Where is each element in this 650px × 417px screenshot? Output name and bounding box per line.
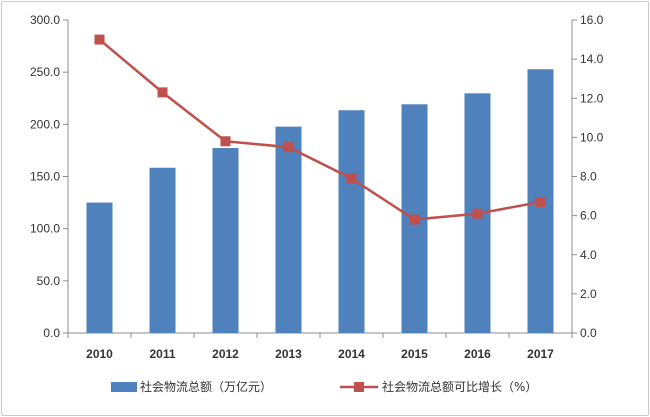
left-tick-label: 50.0 — [37, 274, 61, 288]
legend-swatch-marker — [354, 382, 364, 392]
right-tick-label: 0.0 — [580, 326, 597, 340]
axes: 0.0 50.0 100.0 150.0 200.0 250.0 300.0 0.0 2.0 4.… — [30, 13, 604, 361]
x-tick-label: 2016 — [464, 347, 491, 361]
left-tick-label: 100.0 — [30, 222, 60, 236]
x-tick-label: 2011 — [149, 347, 175, 361]
x-tick-label: 2012 — [212, 347, 239, 361]
line-point-2012 — [220, 136, 231, 147]
right-tick-label: 2.0 — [580, 287, 597, 301]
x-tick-label: 2017 — [527, 347, 554, 361]
bar-2012 — [212, 148, 239, 333]
right-tick-label: 12.0 — [580, 91, 604, 105]
line-point-2016 — [472, 208, 483, 219]
bar-2010 — [86, 202, 113, 333]
x-tick-label: 2010 — [86, 347, 113, 361]
line-path — [98, 38, 541, 221]
right-tick-label: 10.0 — [580, 130, 604, 144]
bar-2011 — [149, 167, 176, 333]
line-point-2010 — [94, 34, 105, 45]
legend-label-bar: 社会物流总额（万亿元） — [140, 379, 272, 394]
legend: 社会物流总额（万亿元） 社会物流总额可比增长（%） — [111, 379, 537, 394]
line-point-2011 — [157, 87, 168, 98]
legend-swatch-bar — [111, 382, 137, 392]
left-tick-label: 300.0 — [30, 13, 60, 27]
right-tick-label: 14.0 — [580, 52, 604, 66]
bar-2014 — [338, 110, 365, 333]
right-tick-label: 6.0 — [580, 209, 597, 223]
line-point-2017 — [535, 196, 546, 207]
bar-series — [86, 69, 554, 334]
x-tick-label: 2015 — [401, 347, 428, 361]
legend-label-line: 社会物流总额可比增长（%） — [382, 379, 537, 394]
right-tick-label: 8.0 — [580, 170, 597, 184]
line-point-2013 — [283, 142, 294, 153]
left-tick-label: 150.0 — [30, 170, 60, 184]
left-tick-label: 200.0 — [30, 117, 60, 131]
x-tick-label: 2013 — [275, 347, 302, 361]
left-tick-label: 0.0 — [43, 326, 60, 340]
right-tick-label: 4.0 — [580, 248, 597, 262]
line-series — [94, 34, 546, 225]
x-tick-label: 2014 — [338, 347, 365, 361]
line-point-2015 — [409, 214, 420, 225]
line-point-2014 — [346, 173, 357, 184]
right-tick-label: 16.0 — [580, 13, 604, 27]
bar-2013 — [275, 126, 302, 334]
left-tick-label: 250.0 — [30, 65, 60, 79]
